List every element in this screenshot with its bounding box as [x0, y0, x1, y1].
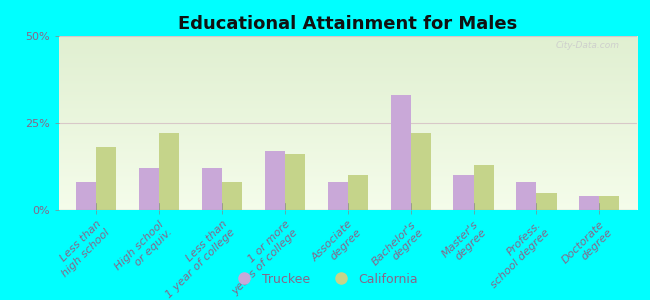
Legend: Truckee, California: Truckee, California: [227, 268, 423, 291]
Bar: [536, 193, 556, 210]
Bar: [411, 134, 431, 210]
Bar: [265, 151, 285, 210]
Bar: [391, 95, 411, 210]
Bar: [202, 168, 222, 210]
Bar: [454, 175, 473, 210]
Bar: [222, 182, 242, 210]
Bar: [285, 154, 305, 210]
Title: Educational Attainment for Males: Educational Attainment for Males: [178, 15, 517, 33]
Text: City-Data.com: City-Data.com: [556, 41, 619, 50]
Bar: [599, 196, 619, 210]
Bar: [159, 134, 179, 210]
Bar: [76, 182, 96, 210]
Bar: [139, 168, 159, 210]
Bar: [516, 182, 536, 210]
Bar: [96, 147, 116, 210]
Bar: [348, 175, 368, 210]
Bar: [328, 182, 348, 210]
Bar: [579, 196, 599, 210]
Bar: [473, 165, 493, 210]
